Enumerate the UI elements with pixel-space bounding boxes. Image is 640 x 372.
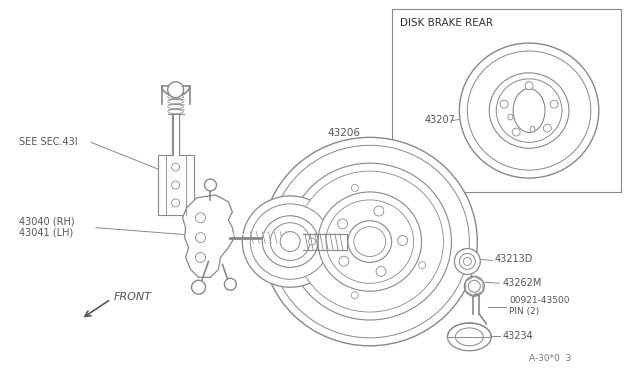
Ellipse shape [447,323,492,351]
Bar [392,9,621,192]
Text: 43040 (RH): 43040 (RH) [19,217,75,227]
Ellipse shape [168,105,184,109]
Ellipse shape [168,110,184,113]
Ellipse shape [225,278,236,290]
Ellipse shape [463,257,471,265]
Ellipse shape [508,114,513,120]
Ellipse shape [308,238,316,245]
Ellipse shape [280,232,300,251]
Text: 43234: 43234 [502,331,533,341]
Ellipse shape [513,89,545,132]
Text: 43202: 43202 [350,180,383,190]
Ellipse shape [168,95,184,99]
Ellipse shape [337,219,348,229]
Ellipse shape [460,253,476,269]
Text: 43222: 43222 [350,195,383,205]
Ellipse shape [374,206,384,216]
Bar [157,155,193,215]
Ellipse shape [243,196,338,287]
Ellipse shape [397,235,408,246]
Ellipse shape [512,128,520,136]
Text: 43206: 43206 [327,128,360,138]
Text: 43041 (LH): 43041 (LH) [19,228,74,238]
Ellipse shape [460,43,599,178]
Ellipse shape [348,221,392,262]
Ellipse shape [500,100,508,108]
Ellipse shape [262,216,318,267]
Ellipse shape [172,163,180,171]
Ellipse shape [326,200,413,283]
Ellipse shape [168,100,184,104]
Ellipse shape [376,266,386,276]
Ellipse shape [354,227,386,256]
Ellipse shape [318,192,422,291]
Ellipse shape [530,126,535,132]
Ellipse shape [270,223,310,260]
Ellipse shape [351,292,358,299]
Ellipse shape [456,328,483,346]
Ellipse shape [288,163,451,320]
Ellipse shape [191,280,205,294]
Ellipse shape [168,82,184,98]
Text: DISK BRAKE REAR: DISK BRAKE REAR [399,18,493,28]
Text: 43207: 43207 [424,115,456,125]
Ellipse shape [172,199,180,207]
Ellipse shape [467,51,591,170]
Ellipse shape [296,171,444,312]
Ellipse shape [205,179,216,191]
Ellipse shape [489,73,569,148]
Ellipse shape [339,256,349,266]
Ellipse shape [550,100,558,108]
Ellipse shape [419,262,426,269]
Polygon shape [182,195,234,277]
Ellipse shape [172,181,180,189]
Text: FRONT: FRONT [114,292,152,302]
Ellipse shape [262,137,477,346]
Ellipse shape [250,204,330,279]
Ellipse shape [196,213,205,223]
Text: 00921-43500
PIN (2): 00921-43500 PIN (2) [509,296,570,316]
Ellipse shape [454,248,480,274]
Ellipse shape [351,185,358,191]
Ellipse shape [543,124,552,132]
Ellipse shape [468,280,480,292]
Ellipse shape [270,145,469,338]
Ellipse shape [168,90,184,94]
Ellipse shape [196,232,205,243]
Text: A-30*0  3: A-30*0 3 [529,354,572,363]
Ellipse shape [196,253,205,262]
Text: 43262M: 43262M [502,278,541,288]
Text: 43213D: 43213D [494,254,532,264]
Ellipse shape [465,276,484,296]
Ellipse shape [496,79,562,142]
Polygon shape [466,276,483,296]
Ellipse shape [525,82,533,90]
Text: SEE SEC.43I: SEE SEC.43I [19,137,78,147]
